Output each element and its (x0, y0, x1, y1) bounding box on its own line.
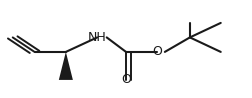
Text: NH: NH (88, 31, 107, 44)
Polygon shape (59, 52, 73, 80)
Text: O: O (121, 73, 131, 86)
Text: O: O (152, 45, 162, 58)
